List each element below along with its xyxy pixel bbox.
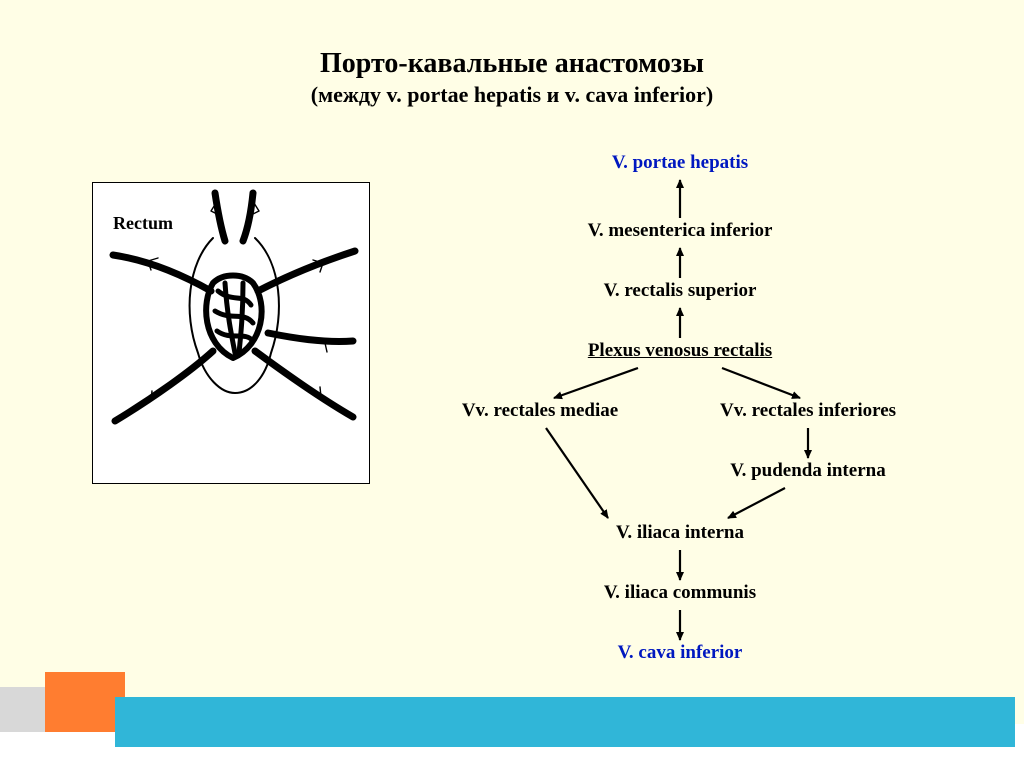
flow-node-rect_inf: Vv. rectales inferiores — [720, 400, 896, 422]
flow-node-portae: V. portae hepatis — [612, 152, 748, 174]
flow-node-iliaca_int: V. iliaca interna — [616, 522, 744, 544]
accent-box-orange — [45, 672, 125, 732]
flow-node-plexus: Plexus venosus rectalis — [588, 340, 772, 362]
flow-node-rect_med: Vv. rectales mediae — [462, 400, 618, 422]
flow-node-cava_inf: V. cava inferior — [618, 642, 743, 664]
title-sub: (между v. portae hepatis и v. cava infer… — [0, 82, 1024, 108]
flow-node-mesenterica: V. mesenterica inferior — [588, 220, 773, 242]
rectum-label: Rectum — [113, 213, 173, 234]
accent-box-cyan — [115, 697, 1015, 747]
title-main: Порто-кавальные анастомозы — [0, 48, 1024, 80]
flow-node-pudenda: V. pudenda interna — [730, 460, 885, 482]
accent-bar — [0, 687, 1015, 747]
flow-node-iliaca_com: V. iliaca communis — [604, 582, 756, 604]
flow-node-rect_sup: V. rectalis superior — [604, 280, 757, 302]
